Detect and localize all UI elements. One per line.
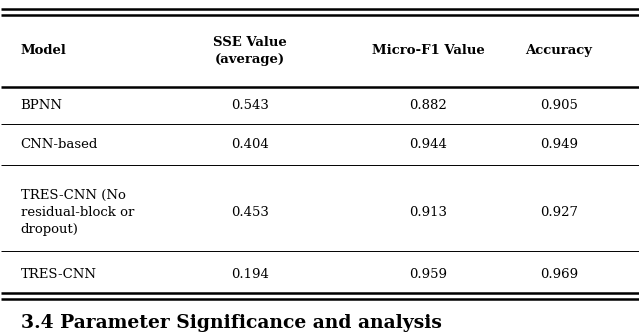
Text: 0.905: 0.905 [540, 99, 578, 112]
Text: 0.194: 0.194 [231, 268, 269, 281]
Text: TRES-CNN (No
residual-block or
dropout): TRES-CNN (No residual-block or dropout) [20, 189, 134, 236]
Text: Micro-F1 Value: Micro-F1 Value [372, 44, 484, 57]
Text: Model: Model [20, 44, 67, 57]
Text: Accuracy: Accuracy [525, 44, 593, 57]
Text: 0.913: 0.913 [410, 206, 447, 219]
Text: CNN-based: CNN-based [20, 138, 98, 151]
Text: 0.453: 0.453 [231, 206, 269, 219]
Text: BPNN: BPNN [20, 99, 63, 112]
Text: 0.404: 0.404 [231, 138, 269, 151]
Text: 0.882: 0.882 [410, 99, 447, 112]
Text: 3.4 Parameter Significance and analysis: 3.4 Parameter Significance and analysis [20, 314, 442, 332]
Text: 0.959: 0.959 [410, 268, 447, 281]
Text: 0.543: 0.543 [231, 99, 269, 112]
Text: 0.927: 0.927 [540, 206, 578, 219]
Text: SSE Value
(average): SSE Value (average) [213, 36, 287, 66]
Text: 0.969: 0.969 [540, 268, 578, 281]
Text: TRES-CNN: TRES-CNN [20, 268, 97, 281]
Text: 0.944: 0.944 [410, 138, 447, 151]
Text: 0.949: 0.949 [540, 138, 578, 151]
